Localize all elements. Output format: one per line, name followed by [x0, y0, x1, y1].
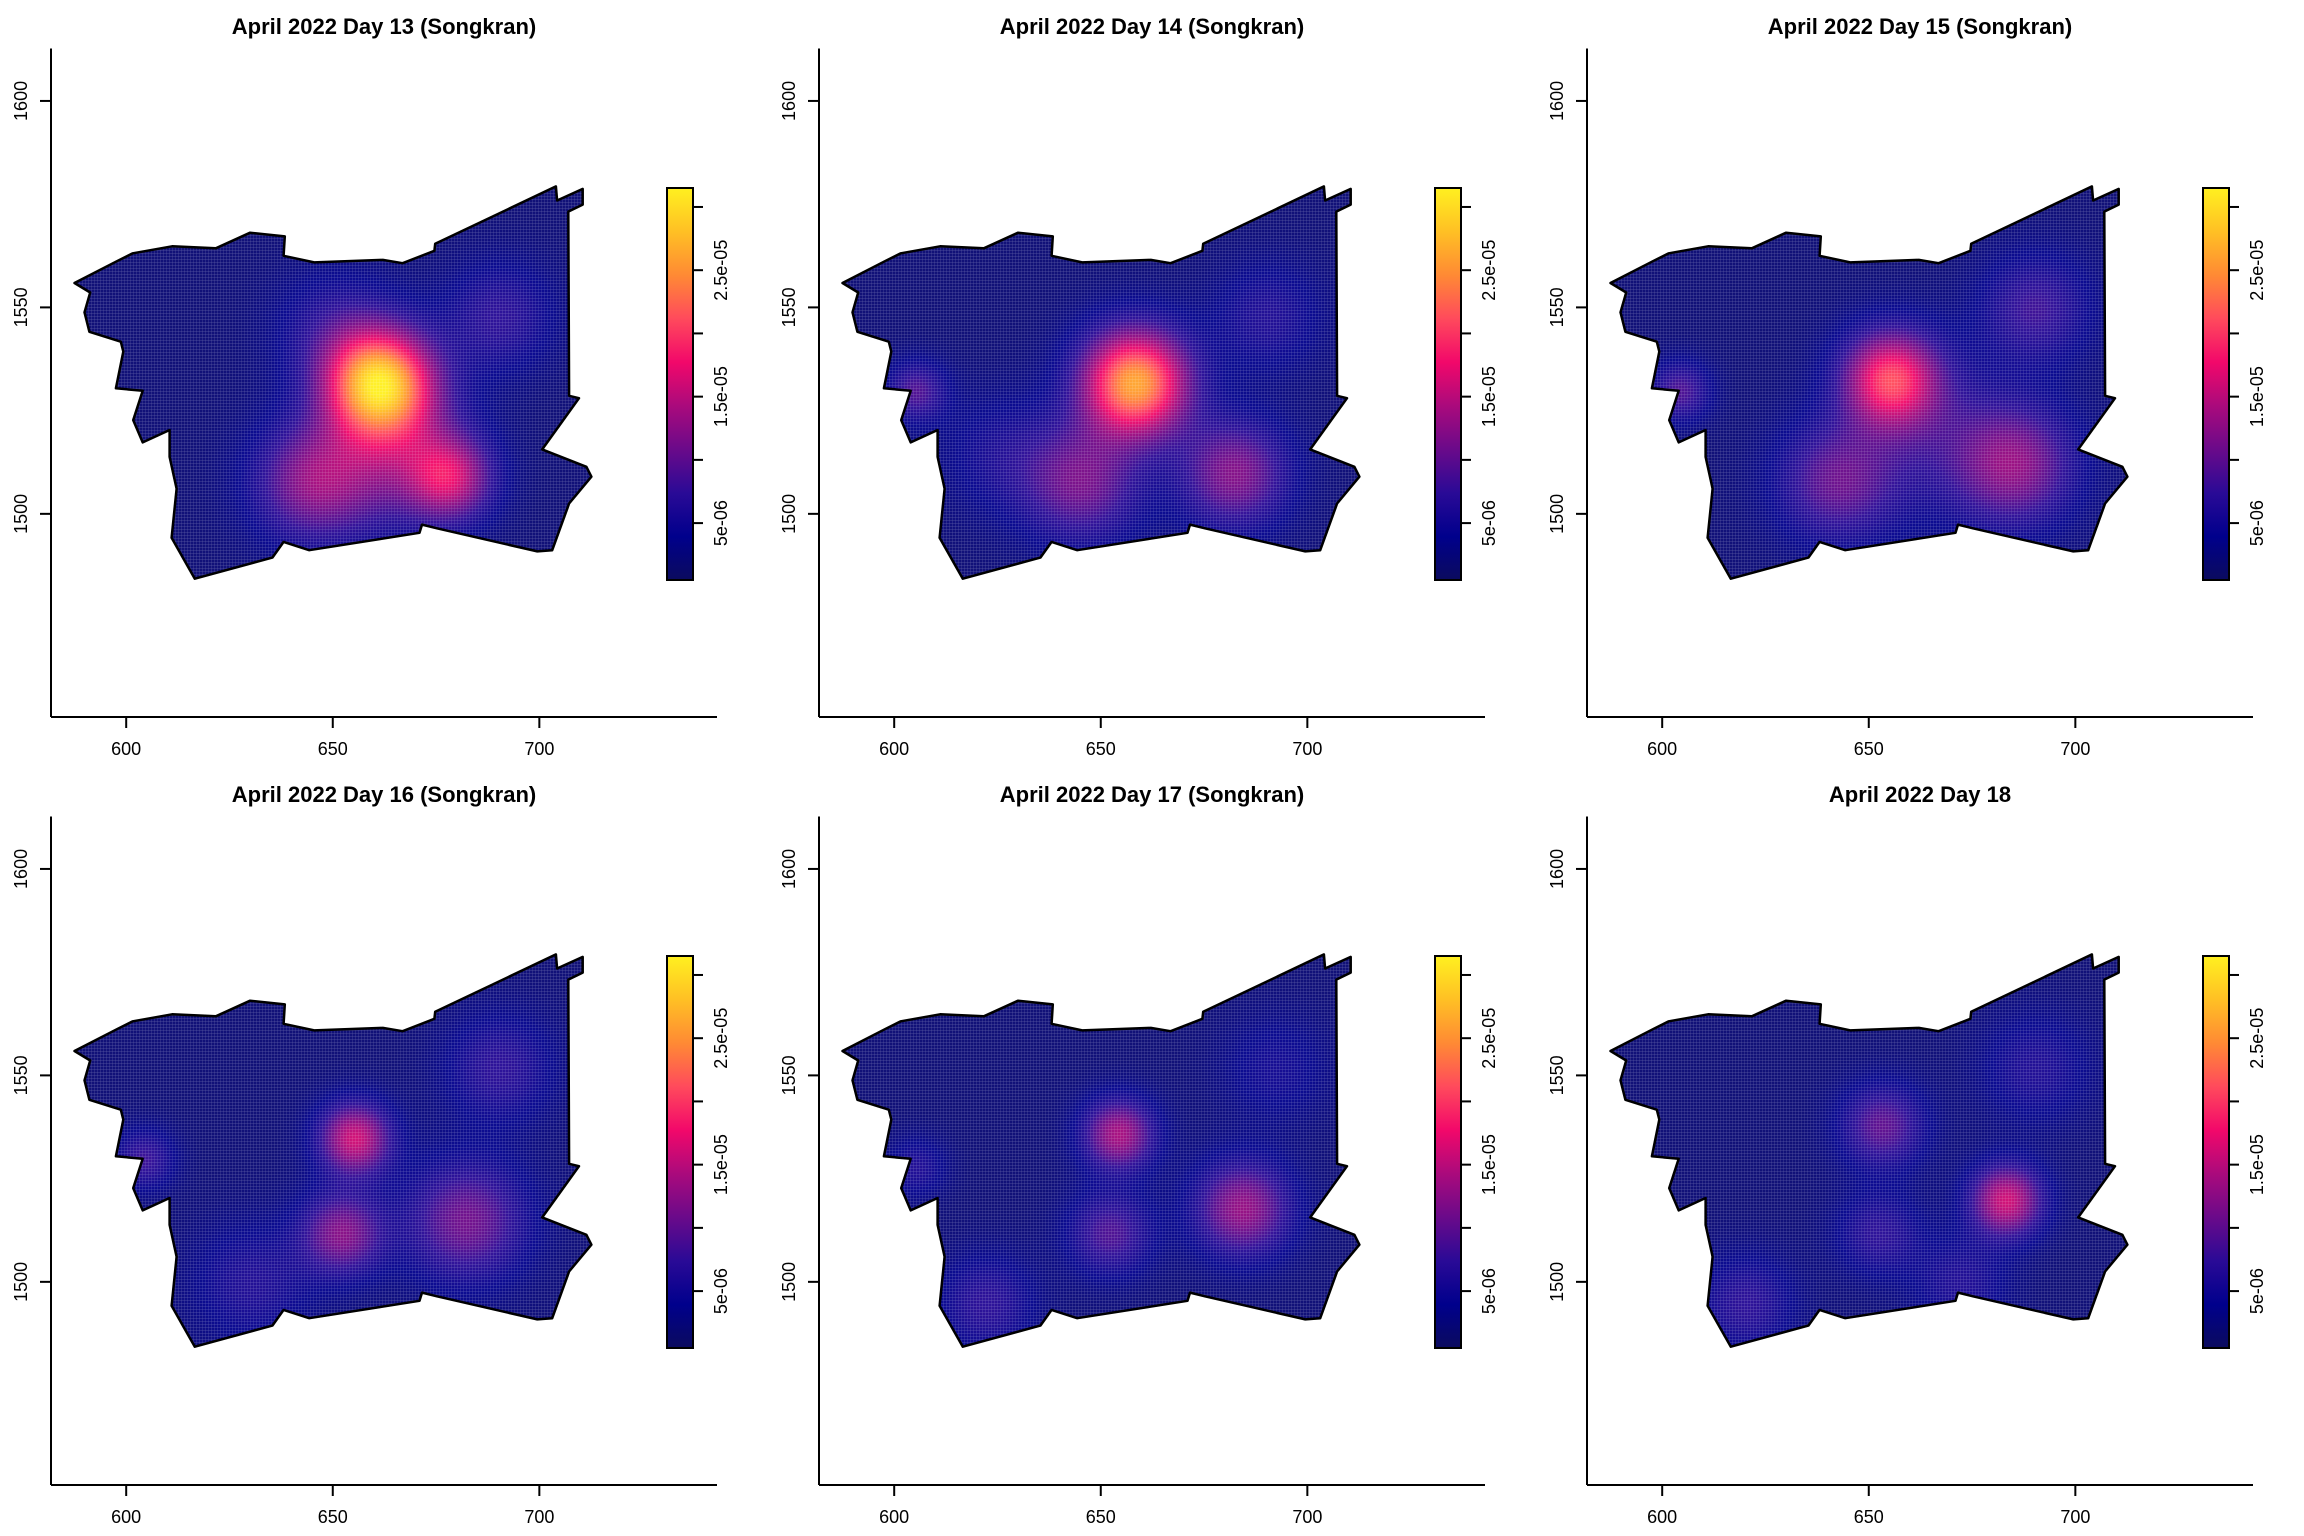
map-boundary-outline: [841, 185, 1361, 580]
chart-overlay: April 2022 Day 18 600 650 700 1500 1550 1600 5e…: [1547, 782, 2267, 1527]
colorbar: [666, 955, 694, 1349]
colorbar-tick-label: 5e-06: [711, 1268, 731, 1314]
map-panel: April 2022 Day 13 (Songkran) 600 650 700 150…: [0, 0, 768, 768]
y-tick-label: 1550: [11, 1055, 31, 1095]
colorbar-tick-label: 2.5e-05: [1479, 240, 1499, 301]
density-heatmap: [0, 768, 768, 1536]
colorbar-tick-label: 2.5e-05: [1479, 1008, 1499, 1069]
map-boundary-outline: [73, 953, 593, 1348]
chart-title: April 2022 Day 17 (Songkran): [1000, 782, 1304, 807]
colorbar: [1434, 955, 1462, 1349]
chart-title: April 2022 Day 15 (Songkran): [1768, 14, 2072, 39]
x-tick-label: 650: [1854, 1507, 1884, 1527]
x-tick-label: 700: [524, 739, 554, 759]
y-tick-label: 1500: [779, 494, 799, 534]
y-tick-label: 1500: [11, 494, 31, 534]
colorbar-tick-label: 5e-06: [1479, 500, 1499, 546]
colorbar: [2202, 955, 2230, 1349]
map-boundary-outline: [841, 953, 1361, 1348]
x-tick-label: 700: [2060, 739, 2090, 759]
y-tick-label: 1600: [779, 81, 799, 121]
colorbar-tick-label: 2.5e-05: [711, 1008, 731, 1069]
y-tick-label: 1550: [779, 1055, 799, 1095]
map-boundary-outline: [1609, 953, 2129, 1348]
y-tick-label: 1600: [1547, 849, 1567, 889]
map-panel: April 2022 Day 16 (Songkran) 600 650 700 150…: [0, 768, 768, 1536]
y-tick-label: 1600: [1547, 81, 1567, 121]
y-tick-label: 1600: [779, 849, 799, 889]
colorbar-tick-label: 1.5e-05: [2247, 1134, 2267, 1195]
x-tick-label: 600: [1647, 1507, 1677, 1527]
chart-overlay: April 2022 Day 17 (Songkran) 600 650 700 150…: [779, 782, 1499, 1527]
x-tick-label: 700: [2060, 1507, 2090, 1527]
x-tick-label: 600: [879, 1507, 909, 1527]
colorbar: [1434, 187, 1462, 581]
x-tick-label: 700: [524, 1507, 554, 1527]
density-heatmap: [1536, 0, 2304, 768]
colorbar-tick-label: 5e-06: [2247, 1268, 2267, 1314]
x-tick-label: 600: [111, 1507, 141, 1527]
density-heatmap: [1536, 768, 2304, 1536]
x-tick-label: 700: [1292, 1507, 1322, 1527]
map-panel: April 2022 Day 18 600 650 700 1500 1550 1600 5e…: [1536, 768, 2304, 1536]
y-tick-label: 1500: [1547, 494, 1567, 534]
x-tick-label: 650: [318, 1507, 348, 1527]
chart-title: April 2022 Day 16 (Songkran): [232, 782, 536, 807]
chart-overlay: April 2022 Day 14 (Songkran) 600 650 700 150…: [779, 14, 1499, 759]
map-panel: April 2022 Day 15 (Songkran) 600 650 700 150…: [1536, 0, 2304, 768]
x-tick-label: 700: [1292, 739, 1322, 759]
colorbar-tick-label: 2.5e-05: [711, 240, 731, 301]
colorbar-tick-label: 5e-06: [1479, 1268, 1499, 1314]
density-heatmap: [768, 0, 1536, 768]
colorbar-tick-label: 1.5e-05: [711, 1134, 731, 1195]
y-tick-label: 1500: [11, 1262, 31, 1302]
density-heatmap: [0, 0, 768, 768]
colorbar-tick-label: 5e-06: [2247, 500, 2267, 546]
colorbar-tick-label: 5e-06: [711, 500, 731, 546]
colorbar-tick-label: 1.5e-05: [711, 366, 731, 427]
x-tick-label: 650: [1086, 1507, 1116, 1527]
chart-overlay: April 2022 Day 13 (Songkran) 600 650 700 150…: [11, 14, 731, 759]
colorbar-tick-label: 1.5e-05: [1479, 1134, 1499, 1195]
x-tick-label: 650: [1086, 739, 1116, 759]
colorbar-tick-label: 1.5e-05: [1479, 366, 1499, 427]
chart-overlay: April 2022 Day 15 (Songkran) 600 650 700 150…: [1547, 14, 2267, 759]
y-tick-label: 1600: [11, 81, 31, 121]
colorbar: [666, 187, 694, 581]
y-tick-label: 1500: [1547, 1262, 1567, 1302]
x-tick-label: 600: [879, 739, 909, 759]
colorbar-tick-label: 2.5e-05: [2247, 1008, 2267, 1069]
colorbar-tick-label: 1.5e-05: [2247, 366, 2267, 427]
colorbar: [2202, 187, 2230, 581]
chart-title: April 2022 Day 13 (Songkran): [232, 14, 536, 39]
chart-overlay: April 2022 Day 16 (Songkran) 600 650 700 150…: [11, 782, 731, 1527]
map-panel: April 2022 Day 17 (Songkran) 600 650 700 150…: [768, 768, 1536, 1536]
y-tick-label: 1550: [1547, 1055, 1567, 1095]
map-boundary-outline: [1609, 185, 2129, 580]
x-tick-label: 600: [1647, 739, 1677, 759]
map-panel: April 2022 Day 14 (Songkran) 600 650 700 150…: [768, 0, 1536, 768]
x-tick-label: 600: [111, 739, 141, 759]
y-tick-label: 1550: [11, 287, 31, 327]
density-heatmap: [768, 768, 1536, 1536]
colorbar-tick-label: 2.5e-05: [2247, 240, 2267, 301]
y-tick-label: 1500: [779, 1262, 799, 1302]
chart-title: April 2022 Day 14 (Songkran): [1000, 14, 1304, 39]
x-tick-label: 650: [1854, 739, 1884, 759]
y-tick-label: 1550: [779, 287, 799, 327]
chart-title: April 2022 Day 18: [1829, 782, 2011, 807]
map-boundary-outline: [73, 185, 593, 580]
y-tick-label: 1550: [1547, 287, 1567, 327]
y-tick-label: 1600: [11, 849, 31, 889]
x-tick-label: 650: [318, 739, 348, 759]
